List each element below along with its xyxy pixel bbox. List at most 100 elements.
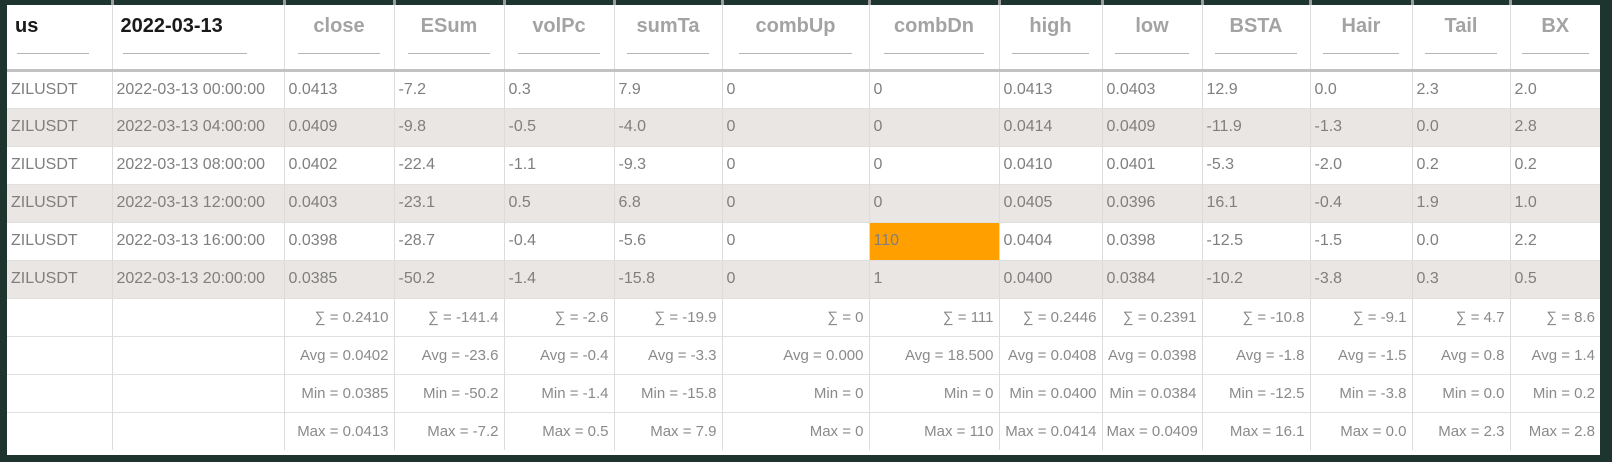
cell-us: ZILUSDT <box>7 107 112 146</box>
cell-sumta: -4.0 <box>613 107 722 146</box>
summary-cell-sum-close: ∑ = 0.2410 <box>283 297 394 336</box>
cell-us: ZILUSDT <box>7 221 112 260</box>
summary-cell-avg-hair: Avg = -1.5 <box>1309 335 1412 374</box>
summary-cell-min-bx: Min = 0.2 <box>1509 373 1600 412</box>
cell-sumta: -15.8 <box>613 259 722 298</box>
cell-combup: 0 <box>721 259 869 298</box>
cell-combdn: 1 <box>868 259 999 298</box>
column-header-esum[interactable]: ESum <box>393 5 504 72</box>
summary-cell-sum-hair: ∑ = -9.1 <box>1309 297 1412 336</box>
column-header-bx[interactable]: BX <box>1509 5 1600 72</box>
header-underline <box>1521 53 1589 54</box>
summary-cell-max-bx: Max = 2.8 <box>1509 411 1600 450</box>
summary-cell-avg-close: Avg = 0.0402 <box>283 335 394 374</box>
column-boundary-tick <box>721 0 724 5</box>
summary-cell-max-close: Max = 0.0413 <box>283 411 394 450</box>
summary-cell-max-sumta: Max = 7.9 <box>613 411 722 450</box>
summary-cell-min-combdn: Min = 0 <box>868 373 999 412</box>
cell-bx: 2.2 <box>1509 221 1600 260</box>
cell-volpc: 0.5 <box>503 183 614 222</box>
cell-sumta: 6.8 <box>613 183 722 222</box>
column-header-hair[interactable]: Hair <box>1309 5 1412 72</box>
summary-cell-avg-combup: Avg = 0.000 <box>721 335 869 374</box>
column-header-label: low <box>1135 15 1169 37</box>
column-header-close[interactable]: close <box>283 5 394 72</box>
summary-cell-max-low: Max = 0.0409 <box>1101 411 1202 450</box>
summary-cell-sum-high: ∑ = 0.2446 <box>998 297 1102 336</box>
cell-bx: 0.2 <box>1509 145 1600 184</box>
cell-date: 2022-03-13 08:00:00 <box>111 145 284 184</box>
summary-cell-avg-high: Avg = 0.0408 <box>998 335 1102 374</box>
cell-close: 0.0413 <box>283 69 394 108</box>
column-header-label: us <box>15 15 39 37</box>
summary-cell-min-us <box>7 373 112 412</box>
column-header-us[interactable]: us <box>7 5 112 72</box>
cell-combdn: 0 <box>868 145 999 184</box>
column-header-tail[interactable]: Tail <box>1411 5 1510 72</box>
column-boundary-tick <box>998 0 1001 5</box>
cell-esum: -50.2 <box>393 259 504 298</box>
cell-us: ZILUSDT <box>7 69 112 108</box>
cell-date: 2022-03-13 20:00:00 <box>111 259 284 298</box>
cell-hair: -1.3 <box>1309 107 1412 146</box>
cell-esum: -22.4 <box>393 145 504 184</box>
column-boundary-tick <box>503 0 506 5</box>
header-underline <box>17 53 90 54</box>
cell-hair: -0.4 <box>1309 183 1412 222</box>
summary-cell-sum-sumta: ∑ = -19.9 <box>613 297 722 336</box>
cell-esum: -28.7 <box>393 221 504 260</box>
cell-bsta: 16.1 <box>1201 183 1310 222</box>
cell-combup: 0 <box>721 145 869 184</box>
cell-date: 2022-03-13 04:00:00 <box>111 107 284 146</box>
table-row: ZILUSDT 2022-03-13 12:00:00 0.0403 -23.1 0.5… <box>7 183 1600 222</box>
cell-sumta: 7.9 <box>613 69 722 108</box>
cell-close: 0.0385 <box>283 259 394 298</box>
header-underline <box>1215 53 1297 54</box>
cell-low: 0.0401 <box>1101 145 1202 184</box>
summary-cell-max-high: Max = 0.0414 <box>998 411 1102 450</box>
cell-high: 0.0400 <box>998 259 1102 298</box>
column-header-date[interactable]: 2022-03-13 <box>111 5 284 72</box>
summary-cell-min-esum: Min = -50.2 <box>393 373 504 412</box>
cell-low: 0.0409 <box>1101 107 1202 146</box>
cell-hair: -1.5 <box>1309 221 1412 260</box>
cell-us: ZILUSDT <box>7 259 112 298</box>
cell-low: 0.0403 <box>1101 69 1202 108</box>
column-header-combdn[interactable]: combDn <box>868 5 999 72</box>
header-underline <box>1011 53 1090 54</box>
cell-low: 0.0398 <box>1101 221 1202 260</box>
cell-combup: 0 <box>721 221 869 260</box>
summary-cell-min-hair: Min = -3.8 <box>1309 373 1412 412</box>
summary-cell-min-tail: Min = 0.0 <box>1411 373 1510 412</box>
cell-volpc: -1.4 <box>503 259 614 298</box>
column-header-bsta[interactable]: BSTA <box>1201 5 1310 72</box>
summary-cell-max-volpc: Max = 0.5 <box>503 411 614 450</box>
cell-sumta: -5.6 <box>613 221 722 260</box>
column-header-sumta[interactable]: sumTa <box>613 5 722 72</box>
summary-cell-max-bsta: Max = 16.1 <box>1201 411 1310 450</box>
summary-cell-min-date <box>111 373 284 412</box>
summary-cell-min-volpc: Min = -1.4 <box>503 373 614 412</box>
cell-combdn: 0 <box>868 69 999 108</box>
cell-bsta: 12.9 <box>1201 69 1310 108</box>
cell-combdn: 110 <box>868 221 999 260</box>
column-header-low[interactable]: low <box>1101 5 1202 72</box>
cell-date: 2022-03-13 12:00:00 <box>111 183 284 222</box>
cell-us: ZILUSDT <box>7 145 112 184</box>
column-header-high[interactable]: high <box>998 5 1102 72</box>
header-underline <box>1424 53 1498 54</box>
column-header-volpc[interactable]: volPc <box>503 5 614 72</box>
summary-cell-avg-tail: Avg = 0.8 <box>1411 335 1510 374</box>
cell-volpc: -0.5 <box>503 107 614 146</box>
summary-cell-max-us <box>7 411 112 450</box>
column-header-label: 2022-03-13 <box>120 15 223 37</box>
column-boundary-tick <box>393 0 396 5</box>
summary-cell-sum-low: ∑ = 0.2391 <box>1101 297 1202 336</box>
cell-bsta: -12.5 <box>1201 221 1310 260</box>
table-row: ZILUSDT 2022-03-13 20:00:00 0.0385 -50.2 -1.… <box>7 259 1600 298</box>
table-row: ZILUSDT 2022-03-13 16:00:00 0.0398 -28.7 -0.… <box>7 221 1600 260</box>
column-header-combup[interactable]: combUp <box>721 5 869 72</box>
cell-bx: 1.0 <box>1509 183 1600 222</box>
table-row: ZILUSDT 2022-03-13 00:00:00 0.0413 -7.2 0.3 7… <box>7 69 1600 108</box>
summary-cell-sum-combdn: ∑ = 111 <box>868 297 999 336</box>
